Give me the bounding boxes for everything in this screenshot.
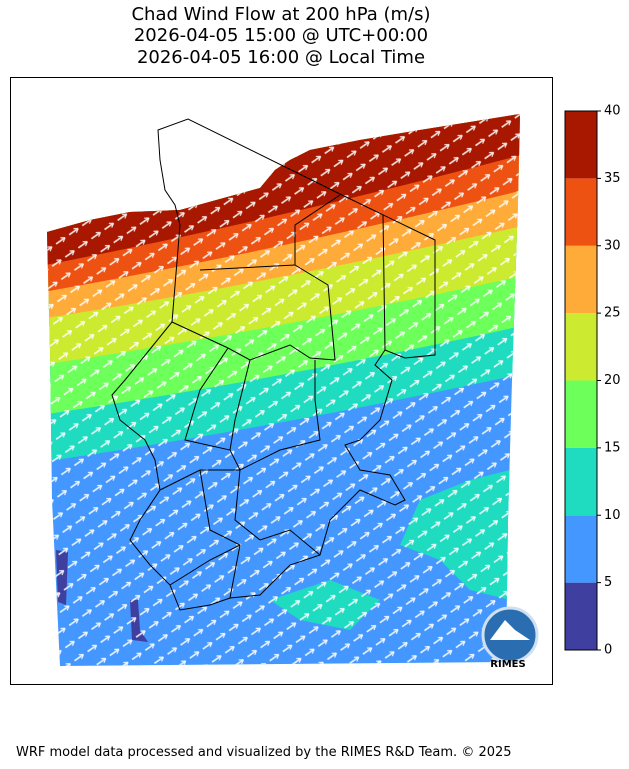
colorbar-band xyxy=(565,582,597,650)
colorbar-tick-label: 15 xyxy=(604,440,621,455)
map-frame xyxy=(10,77,553,685)
title-line: 2026-04-05 15:00 @ UTC+00:00 xyxy=(134,25,428,46)
colorbar-band xyxy=(565,515,597,583)
colorbar-band xyxy=(565,245,597,314)
title-line: Chad Wind Flow at 200 hPa (m/s) xyxy=(131,4,430,25)
colorbar-tick-label: 0 xyxy=(604,643,612,658)
colorbar: 0 5 10 15 20 25 30 35 40 xyxy=(564,104,621,658)
logo: RIMES xyxy=(481,606,539,670)
colorbar-band xyxy=(565,178,597,246)
title-line: 2026-04-05 16:00 @ Local Time xyxy=(137,47,425,68)
colorbar-tick-label: 10 xyxy=(604,508,621,523)
colorbar-band xyxy=(565,313,597,381)
colorbar-tick-label: 5 xyxy=(604,575,612,590)
colorbar-band xyxy=(565,380,597,448)
country-borders xyxy=(111,118,436,611)
colorbar-tick-label: 25 xyxy=(604,306,621,321)
colorbar-tick-label: 30 xyxy=(604,238,621,253)
colorbar-tick-label: 35 xyxy=(604,171,621,186)
colorbar-band xyxy=(565,111,597,179)
colorbar-tick-label: 20 xyxy=(604,373,621,388)
colorbar-tick-label: 40 xyxy=(604,104,621,119)
footer: WRF model data processed and visualized … xyxy=(16,745,512,760)
colorbar-band xyxy=(565,447,597,516)
logo-text: RIMES xyxy=(490,659,525,670)
